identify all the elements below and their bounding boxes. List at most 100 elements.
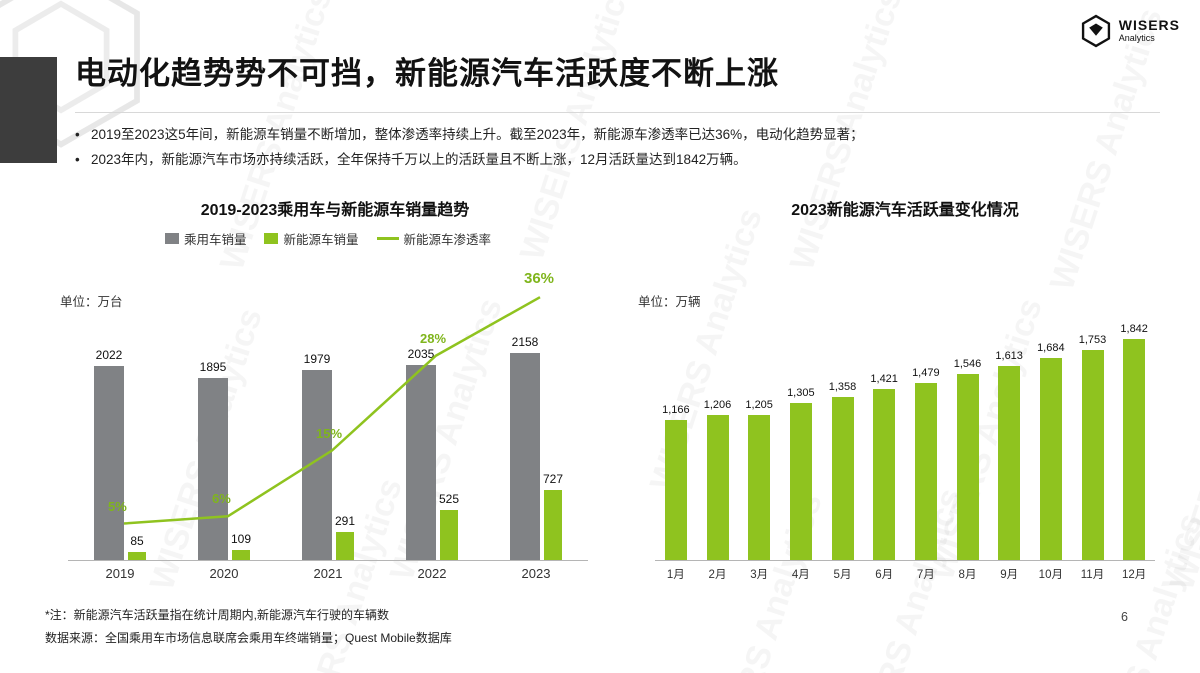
x-axis-label: 3月 — [750, 569, 769, 581]
title-divider — [75, 112, 1160, 113]
nev-sales-bar-label: 85 — [130, 534, 144, 548]
activity-plot: 1,166 1月 1,206 2月 1,205 3月 1,305 4月 1,358 5月 1,421… — [655, 320, 1155, 581]
activity-bar — [998, 366, 1021, 560]
passenger-sales-bar — [406, 365, 436, 560]
sales-trend-plot: 2022 85 2019 1895 109 2020 1979 291 2021 2035 525 2… — [68, 270, 588, 581]
bullet-item: 2023年内，新能源汽车市场亦持续活跃，全年保持千万以上的活跃量且不断上涨，12… — [75, 149, 864, 171]
x-axis-label: 10月 — [1038, 569, 1063, 581]
summary-bullets: 2019至2023这5年间，新能源车销量不断增加，整体渗透率持续上升。截至202… — [75, 121, 864, 173]
penetration-label: 28% — [420, 330, 447, 346]
x-axis-label: 11月 — [1080, 569, 1105, 581]
activity-unit-label: 单位：万辆 — [638, 295, 701, 309]
legend-item-penetration: 新能源车渗透率 — [376, 229, 492, 248]
watermark-text: WISERS Analytics — [1162, 304, 1200, 595]
logo-name: WISERS — [1118, 17, 1180, 34]
sales-chart-legend: 乘用车销量 新能源车销量 新能源车渗透率 — [68, 229, 588, 248]
nev-sales-bar — [128, 552, 146, 560]
x-axis-label: 2020 — [209, 566, 239, 581]
passenger-sales-bar — [94, 366, 124, 560]
activity-bar-label: 1,684 — [1037, 342, 1065, 354]
penetration-label: 36% — [524, 270, 555, 288]
logo-subtitle: Analytics — [1118, 32, 1155, 43]
nev-sales-bar — [440, 510, 458, 560]
activity-bar — [1123, 339, 1146, 560]
legend-label: 新能源车渗透率 — [403, 233, 492, 247]
nev-sales-bar-label: 109 — [230, 532, 252, 546]
penetration-label: 6% — [212, 491, 231, 507]
nev-sales-bar-label: 525 — [438, 492, 460, 506]
activity-bar-label: 1,479 — [912, 367, 940, 379]
penetration-line — [123, 296, 541, 525]
legend-item-passenger: 乘用车销量 — [164, 229, 247, 248]
passenger-sales-bar-label: 1979 — [303, 352, 331, 366]
footnotes: *注：新能源汽车活跃量指在统计周期内,新能源汽车行驶的车辆数 数据来源：全国乘用… — [45, 604, 452, 650]
x-axis-label: 12月 — [1122, 569, 1147, 581]
wisers-logo: WISERS Analytics — [1079, 14, 1180, 48]
x-axis-label: 2021 — [313, 566, 343, 581]
activity-bar-label: 1,613 — [995, 350, 1023, 362]
bullet-item: 2019至2023这5年间，新能源车销量不断增加，整体渗透率持续上升。截至202… — [75, 124, 864, 146]
legend-label: 新能源车销量 — [283, 233, 359, 247]
activity-bar — [873, 389, 896, 560]
footnote-definition: *注：新能源汽车活跃量指在统计周期内,新能源汽车行驶的车辆数 — [45, 608, 390, 622]
page-number: 6 — [1121, 610, 1128, 624]
activity-bar — [706, 415, 729, 560]
legend-label: 乘用车销量 — [183, 233, 247, 247]
activity-bar — [956, 374, 979, 560]
nev-sales-bar — [232, 550, 250, 560]
wisers-logo-icon — [1081, 14, 1110, 48]
activity-bar — [1039, 358, 1062, 560]
x-axis-label: 5月 — [833, 569, 852, 581]
activity-bar-label: 1,166 — [662, 404, 690, 416]
x-axis-label: 2019 — [105, 566, 135, 581]
activity-bar-label: 1,546 — [953, 358, 982, 370]
activity-bar — [789, 403, 812, 560]
background-hexagon-logo — [0, 0, 140, 148]
passenger-sales-bar — [510, 353, 540, 560]
activity-chart-title: 2023新能源汽车活跃量变化情况 — [791, 202, 1019, 219]
penetration-label: 5% — [108, 498, 127, 514]
x-axis-label: 2023 — [521, 566, 551, 581]
activity-bar-label: 1,305 — [787, 387, 815, 399]
x-axis-label: 6月 — [875, 569, 894, 581]
x-axis-label: 2022 — [417, 566, 447, 581]
nev-sales-bar-label: 291 — [334, 514, 356, 528]
nev-sales-bar-label: 727 — [542, 472, 564, 486]
activity-bar-label: 1,842 — [1120, 323, 1148, 335]
passenger-sales-bar-label: 2035 — [407, 347, 435, 361]
passenger-sales-bar — [198, 378, 228, 560]
activity-bar-label: 1,753 — [1078, 334, 1107, 346]
x-axis-label: 8月 — [958, 569, 977, 581]
page-title: 电动化趋势势不可挡，新能源汽车活跃度不断上涨 — [75, 56, 779, 91]
passenger-sales-bar-label: 2022 — [95, 348, 123, 362]
activity-bar — [1081, 350, 1104, 560]
x-axis-label: 7月 — [916, 569, 935, 581]
activity-bar — [664, 420, 687, 560]
activity-bar-label: 1,205 — [745, 399, 773, 411]
footnote-source: 数据来源：全国乘用车市场信息联席会乘用车终端销量；Quest Mobile数据库 — [45, 630, 452, 645]
green-bar-swatch-icon — [264, 233, 279, 244]
x-axis-label: 9月 — [1000, 569, 1019, 581]
passenger-sales-bar-label: 1895 — [199, 360, 227, 374]
grey-bar-swatch-icon — [164, 233, 179, 244]
green-line-swatch-icon — [376, 237, 399, 240]
penetration-label: 15% — [316, 425, 343, 441]
logo-text: WISERS Analytics — [1118, 17, 1180, 43]
activity-bar-label: 1,358 — [828, 381, 857, 393]
activity-bar-label: 1,421 — [870, 373, 898, 385]
activity-bar-label: 1,206 — [703, 399, 732, 411]
passenger-sales-bar-label: 2158 — [511, 335, 539, 349]
nev-sales-bar — [336, 532, 354, 560]
legend-item-nev: 新能源车销量 — [264, 229, 359, 248]
activity-bar — [914, 383, 937, 560]
activity-bar — [748, 415, 771, 560]
sales-chart-title: 2019-2023乘用车与新能源车销量趋势 — [200, 202, 470, 219]
x-axis-label: 2月 — [708, 569, 727, 581]
activity-bar — [831, 397, 854, 560]
sales-unit-label: 单位：万台 — [60, 295, 123, 309]
x-axis-label: 1月 — [666, 569, 685, 581]
x-axis-label: 4月 — [791, 569, 810, 581]
nev-sales-bar — [544, 490, 562, 560]
title-accent-block — [0, 57, 57, 163]
